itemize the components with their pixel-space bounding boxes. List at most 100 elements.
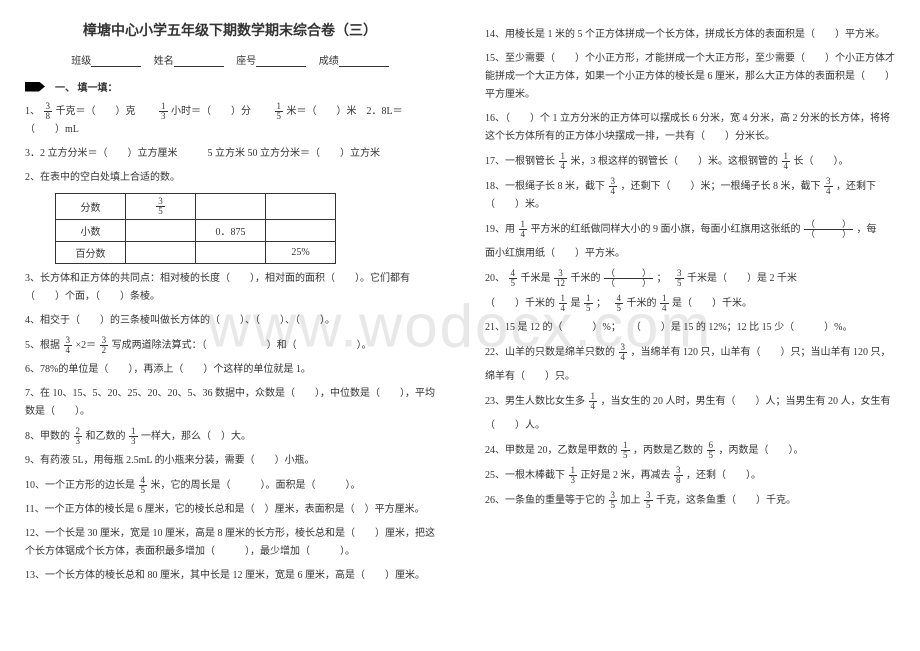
frac: 14	[660, 294, 669, 313]
frac-blank[interactable]: （ ）（ ）	[804, 220, 853, 239]
q22b: 绵羊有（ ）只。	[485, 368, 895, 386]
den: 5	[584, 304, 593, 313]
score-label: 成绩	[319, 52, 339, 67]
den: 4	[559, 162, 568, 171]
den: 2	[100, 346, 109, 355]
frac: 45	[509, 269, 518, 288]
cell: 百分数	[56, 242, 126, 264]
den: 8	[44, 112, 53, 121]
den: 3	[129, 437, 138, 446]
cell: 35	[126, 194, 196, 220]
score-blank[interactable]	[339, 55, 389, 67]
cell[interactable]	[196, 194, 266, 220]
text: 千米的	[627, 298, 657, 309]
text: 千克，这条鱼重（ ）千克。	[656, 495, 796, 506]
den: 5	[139, 486, 148, 495]
text: 5、根据	[25, 340, 60, 351]
frac: 45	[615, 294, 624, 313]
text: ，当女生的 20 人时，男生有（ ）人；当男生有 20 人，女生有	[601, 396, 891, 407]
den: 5	[621, 451, 630, 460]
frac: 15	[621, 441, 630, 460]
text: 和乙数的	[86, 431, 126, 442]
den: 3	[569, 476, 578, 485]
text: 千米是（ ）是 2 千米	[687, 273, 797, 284]
text: 加上	[621, 495, 641, 506]
q10: 10、一个正方形的边长是 45 米，它的周长是（ ）。面积是（ ）。	[25, 476, 435, 495]
text: 一样大，那么（ ）大。	[141, 431, 251, 442]
cell: 25%	[266, 242, 336, 264]
text: 平方米的红纸做同样大小的 9 面小旗，每面小红旗用这张纸的	[531, 224, 801, 235]
text: ；	[657, 273, 672, 284]
cell[interactable]	[266, 194, 336, 220]
frac: 34	[64, 336, 73, 355]
text: 19、用	[485, 224, 515, 235]
den: 3	[74, 437, 83, 446]
q20: 20、 45 千米是 312 千米的 （ ）（ ） ； 35 千米是（ ）是 2…	[485, 269, 895, 288]
text: ，还剩下（ ）米；一根绳子长 8 米，截下	[621, 181, 821, 192]
frac: 13	[129, 427, 138, 446]
q26: 26、一条鱼的重量等于它的 35 加上 35 千克，这条鱼重（ ）千克。	[485, 491, 895, 510]
text: 17、一根钢管长	[485, 156, 555, 167]
den: 5	[615, 304, 624, 313]
frac: 15	[584, 294, 593, 313]
cell[interactable]	[196, 242, 266, 264]
frac: 38	[44, 102, 53, 121]
frac: 35	[609, 491, 618, 510]
frac: 35	[156, 197, 165, 216]
frac: 13	[569, 466, 578, 485]
q20b: （ ）千米的 14 是 15 ； 45 千米的 14 是（ ）千米。	[485, 294, 895, 313]
frac: 45	[139, 476, 148, 495]
den: 12	[554, 279, 567, 288]
q6: 6、78%的单位是（ ），再添上（ ）个这样的单位就是 1。	[25, 361, 435, 379]
cell[interactable]	[126, 220, 196, 242]
text: 25、一根木棒截下	[485, 470, 565, 481]
q4: 4、相交于（ ）的三条棱叫做长方体的（ ）、（ ）、（ ）。	[25, 312, 435, 330]
q5: 5、根据 34 ×2＝ 32 写成两道除法算式：（ ）和（ ）。	[25, 336, 435, 355]
frac: 32	[100, 336, 109, 355]
name-blank[interactable]	[174, 55, 224, 67]
text: 千克＝（ ）克	[56, 106, 156, 117]
text: 千米的	[571, 273, 601, 284]
den: 5	[156, 207, 165, 216]
q19b: 面小红旗用纸（ ）平方米。	[485, 245, 895, 263]
text: ，每	[857, 224, 877, 235]
right-column: 14、用棱长是 1 米的 5 个正方体拼成一个长方体，拼成长方体的表面积是（ ）…	[460, 0, 920, 651]
den: 3	[159, 112, 168, 121]
q14: 14、用棱长是 1 米的 5 个正方体拼成一个长方体，拼成长方体的表面积是（ ）…	[485, 26, 895, 44]
text: ，还剩（ ）。	[686, 470, 761, 481]
q1-prefix: 1、	[25, 106, 40, 117]
den: 5	[644, 501, 653, 510]
text: ，丙数是（ ）。	[719, 445, 804, 456]
den: 5	[609, 501, 618, 510]
frac: 34	[609, 177, 618, 196]
den: 5	[707, 451, 716, 460]
text: 8、甲数的	[25, 431, 70, 442]
q12: 12、一个长是 30 厘米，宽是 10 厘米，高是 8 厘米的长方形，棱长总和是…	[25, 525, 435, 561]
q21: 21、15 是 12 的（ ）%； （ ）是 15 的 12%；12 比 15 …	[485, 319, 895, 337]
den: 4	[619, 353, 628, 362]
den: 5	[509, 279, 518, 288]
cell: 小数	[56, 220, 126, 242]
q22: 22、山羊的只数是绵羊只数的 34 ，当绵羊有 120 只，山羊有（ ）只；当山…	[485, 343, 895, 362]
q7: 7、在 10、15、5、20、25、20、20、5、36 数据中，众数是（ ），…	[25, 385, 435, 421]
den: 4	[660, 304, 669, 313]
seat-blank[interactable]	[256, 55, 306, 67]
q11: 11、一个正方体的棱长是 6 厘米，它的棱长总和是（ ）厘米，表面积是（ ）平方…	[25, 501, 435, 519]
frac-blank[interactable]: （ ）（ ）	[604, 269, 653, 288]
den: 4	[519, 230, 528, 239]
class-blank[interactable]	[91, 55, 141, 67]
q18: 18、一根绳子长 8 米，截下 34 ，还剩下（ ）米；一根绳子长 8 米，截下…	[485, 177, 895, 214]
q9: 9、有药液 5L，用每瓶 2.5mL 的小瓶来分装，需要（ ）小瓶。	[25, 452, 435, 470]
den: 4	[609, 187, 618, 196]
cell[interactable]	[126, 242, 196, 264]
q1: 1、 38 千克＝（ ）克 13 小时＝（ ）分 15 米＝（ ）米 2．8L＝…	[25, 102, 435, 139]
den: 4	[782, 162, 791, 171]
den: 8	[674, 476, 683, 485]
den: （ ）	[604, 279, 653, 288]
q17: 17、一根钢管长 14 米，3 根这样的钢管长（ ）米。这根钢管的 14 长（ …	[485, 152, 895, 171]
text: 长（ ）。	[794, 156, 849, 167]
class-label: 班级	[71, 52, 91, 67]
text: 26、一条鱼的重量等于它的	[485, 495, 605, 506]
table-row: 小数 0．875	[56, 220, 336, 242]
cell[interactable]	[266, 220, 336, 242]
